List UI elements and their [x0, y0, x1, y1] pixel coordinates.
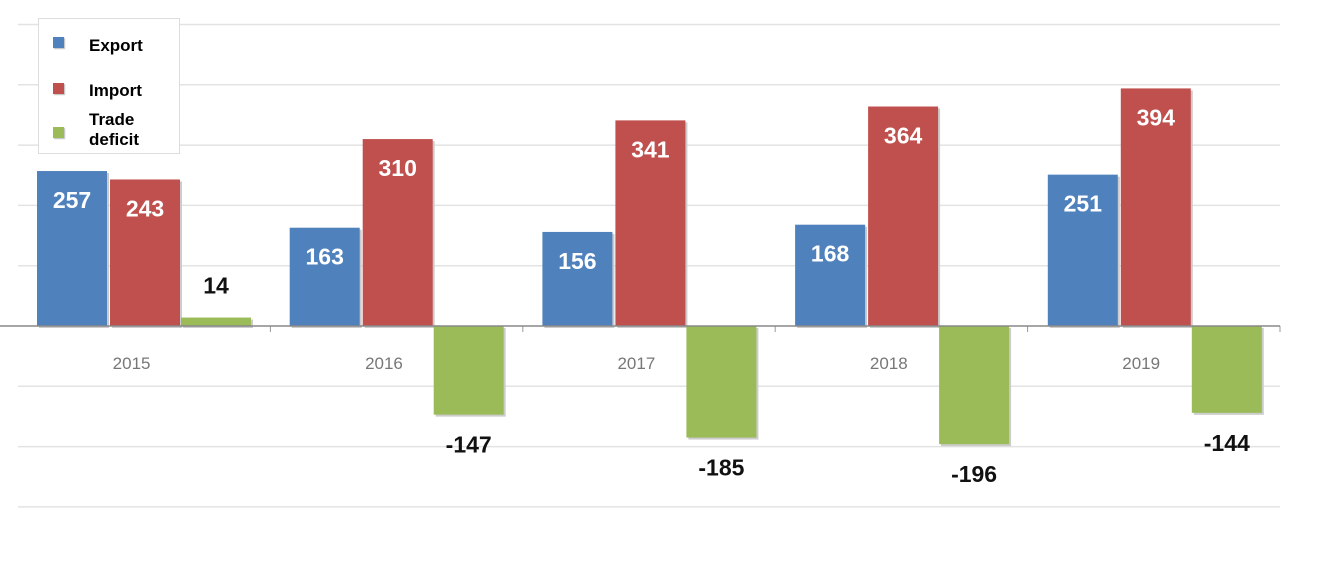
legend-label-trade-deficit: Trade deficit — [89, 110, 140, 149]
x-tick-label: 2018 — [870, 354, 908, 373]
data-label: 394 — [1137, 104, 1176, 130]
data-label: -185 — [698, 455, 744, 481]
bar-export — [542, 231, 613, 326]
bar-trade-deficit — [939, 326, 1010, 445]
bar-trade-deficit — [433, 326, 504, 415]
legend-swatch-trade-deficit — [53, 127, 64, 138]
data-label: 163 — [306, 244, 344, 270]
data-label: 243 — [126, 195, 164, 221]
data-label: 364 — [884, 123, 923, 149]
bar-import — [868, 106, 939, 327]
bar-trade-deficit — [686, 326, 757, 438]
bar-export — [37, 171, 107, 326]
x-tick-label: 2019 — [1122, 354, 1160, 373]
bar-import — [362, 139, 433, 326]
bar-export — [1047, 174, 1118, 326]
bar-export — [289, 227, 360, 326]
legend-item-trade-deficit — [53, 127, 64, 138]
bar-import — [615, 120, 686, 326]
bar-trade-deficit — [181, 317, 251, 326]
bar-import — [1120, 88, 1191, 326]
legend: Export Import Trade deficit — [38, 18, 180, 154]
legend-item-import — [53, 83, 64, 94]
data-label: 251 — [1064, 191, 1103, 217]
bar-export — [795, 224, 866, 326]
bar-trade-deficit — [1191, 326, 1262, 413]
legend-swatch-import — [53, 83, 64, 94]
data-label: -196 — [951, 461, 997, 487]
data-label: 341 — [631, 136, 670, 162]
legend-label-export: Export — [89, 36, 143, 55]
x-tick-label: 2016 — [365, 354, 403, 373]
legend-swatch-export — [53, 37, 64, 48]
data-label: 14 — [203, 273, 229, 299]
bar-import — [110, 179, 180, 326]
x-tick-label: 2017 — [617, 354, 655, 373]
data-label: -144 — [1204, 430, 1250, 456]
legend-item-export — [53, 37, 64, 48]
data-label: 257 — [53, 187, 91, 213]
legend-label-import: Import — [89, 81, 142, 100]
data-label: 310 — [379, 155, 417, 181]
x-tick-label: 2015 — [113, 354, 151, 373]
data-label: 168 — [811, 241, 850, 267]
data-label: -147 — [446, 432, 492, 458]
data-label: 156 — [558, 248, 596, 274]
